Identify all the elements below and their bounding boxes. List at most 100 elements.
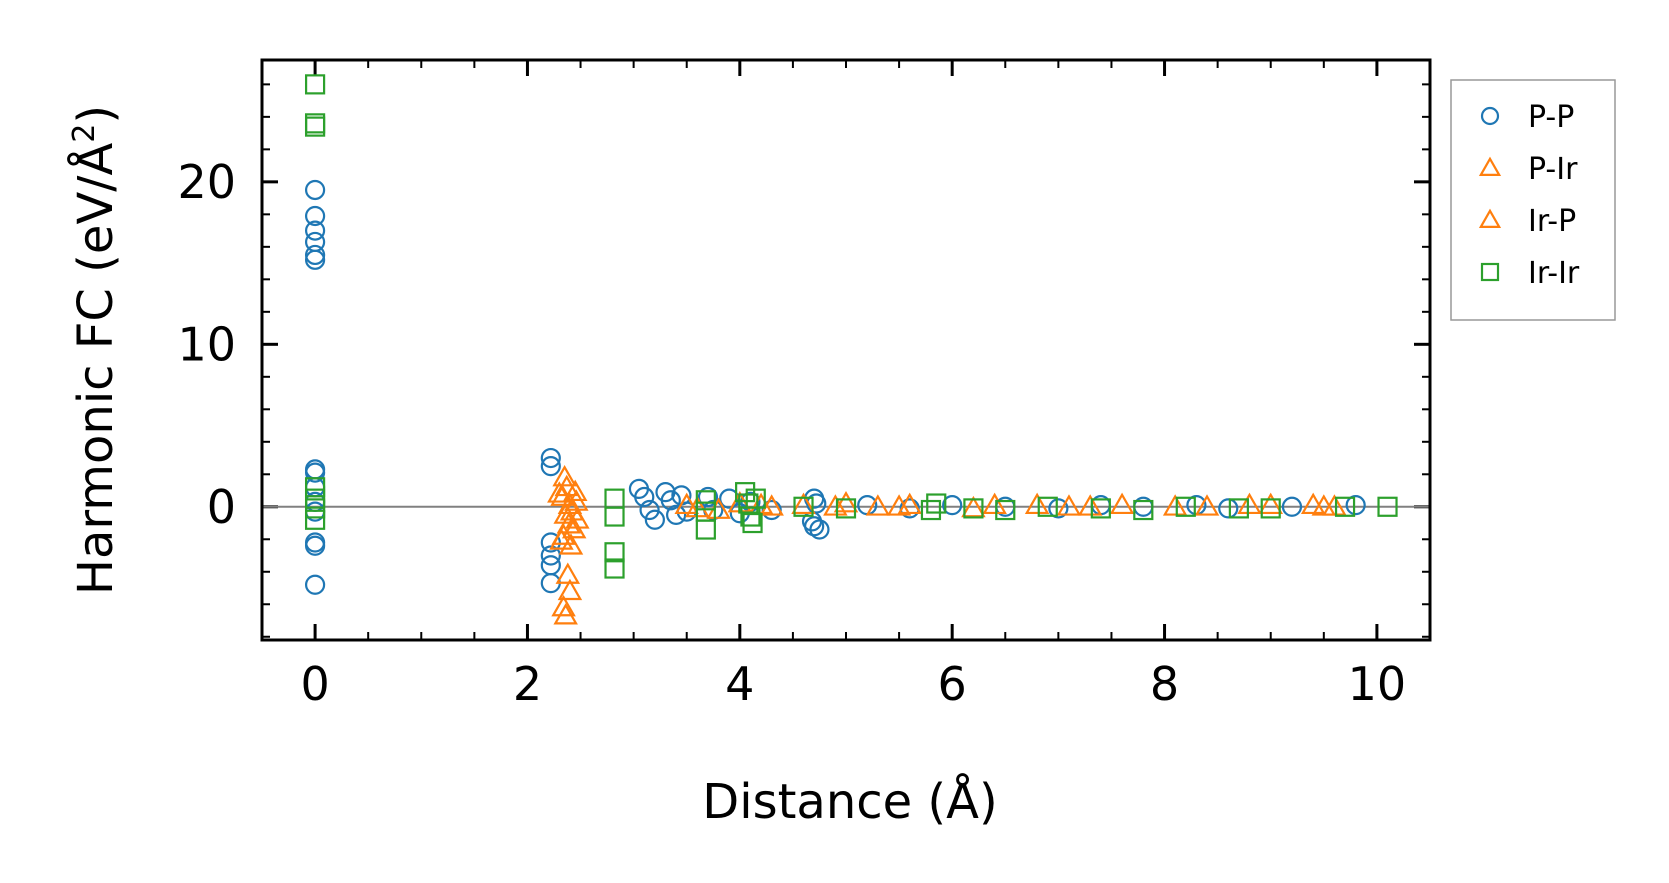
data-point-p-p	[660, 490, 681, 511]
data-point-p-p	[304, 244, 326, 266]
data-point-ir-ir	[304, 74, 326, 95]
data-point-p-p	[942, 495, 963, 516]
data-point-ir-ir	[742, 512, 763, 534]
data-point-ir-ir	[793, 496, 814, 517]
data-point-ir-ir	[735, 482, 756, 503]
series-ir-p	[547, 481, 1337, 550]
data-point-ir-ir	[1037, 496, 1058, 517]
data-point-ir-ir	[695, 490, 716, 511]
data-point-p-ir	[553, 502, 578, 524]
x-tick-label: 6	[938, 657, 967, 711]
x-tick-label: 10	[1348, 657, 1407, 711]
legend-label-p-ir: P-Ir	[1528, 152, 1578, 187]
data-point-p-ir	[552, 464, 577, 487]
legend-label-p-p: P-P	[1528, 100, 1574, 135]
data-point-p-ir	[557, 578, 583, 601]
data-point-p-ir	[961, 495, 986, 518]
x-tick-label: 4	[725, 657, 754, 711]
data-point-ir-p	[886, 494, 912, 516]
data-point-ir-ir	[926, 493, 947, 514]
legend-label-ir-ir: Ir-Ir	[1528, 256, 1580, 291]
data-point-p-p	[634, 486, 655, 508]
data-point-p-ir	[865, 494, 891, 516]
y-tick-label: 10	[177, 317, 236, 371]
data-point-ir-ir	[604, 542, 625, 563]
series-p-p	[304, 179, 1366, 595]
data-point-ir-ir	[1090, 498, 1111, 519]
data-point-ir-p	[823, 494, 848, 516]
data-markers	[304, 74, 1398, 625]
minor-ticks	[261, 60, 1431, 640]
legend: P-P P-Ir Ir-P Ir-Ir	[1450, 79, 1616, 321]
data-point-p-ir	[833, 490, 859, 513]
data-point-p-ir	[1237, 492, 1262, 515]
data-point-ir-p	[1077, 494, 1103, 516]
data-point-p-p	[1048, 498, 1069, 519]
data-point-ir-ir	[738, 493, 759, 514]
data-point-p-p	[666, 504, 687, 526]
data-point-ir-ir	[1334, 496, 1356, 517]
y-tick-label: 20	[177, 155, 236, 209]
plot-frame	[260, 58, 1432, 642]
data-point-p-p	[719, 488, 740, 509]
data-point-ir-ir	[604, 488, 625, 509]
data-point-ir-ir	[304, 509, 326, 530]
data-point-ir-p	[982, 492, 1007, 515]
series-ir-ir	[304, 74, 1398, 579]
legend-marker-ir-p	[1478, 208, 1502, 228]
data-point-ir-ir	[1377, 496, 1398, 517]
data-point-p-p	[304, 205, 326, 227]
data-point-ir-ir	[604, 506, 625, 527]
data-point-p-p	[540, 456, 561, 477]
data-point-p-ir	[1056, 494, 1082, 516]
data-point-p-ir	[556, 512, 582, 534]
data-point-ir-ir	[835, 498, 857, 519]
legend-marker-p-ir	[1478, 156, 1502, 176]
y-tick-labels: 0 10 20	[177, 155, 236, 534]
data-point-ir-p	[1194, 494, 1220, 516]
data-point-ir-ir	[1228, 498, 1249, 519]
data-point-p-p	[304, 179, 326, 201]
data-point-p-p	[304, 220, 326, 241]
legend-marker-ir-ir	[1480, 262, 1500, 282]
x-tick-label: 8	[1150, 657, 1179, 711]
data-point-p-ir	[553, 603, 578, 625]
data-point-ir-p	[549, 528, 574, 550]
data-point-ir-ir	[695, 519, 716, 540]
data-point-ir-p	[1258, 492, 1283, 515]
data-point-p-ir	[1322, 494, 1347, 516]
data-point-p-p	[697, 486, 719, 508]
y-axis-label-close: )	[68, 105, 124, 124]
y-axis-label: Harmonic FC (eV/Å2)	[67, 105, 124, 595]
data-point-ir-ir	[604, 558, 625, 579]
x-tick-labels: 0 2 4 6 8 10	[300, 657, 1406, 711]
data-point-p-ir	[551, 594, 576, 617]
data-point-p-p	[304, 249, 326, 270]
data-point-ir-ir	[1175, 496, 1196, 517]
data-point-p-p	[540, 447, 561, 469]
x-axis-label: Distance (Å)	[702, 773, 997, 830]
legend-marker-p-p	[1480, 106, 1500, 126]
y-axis-label-main: Harmonic FC (eV/Å	[67, 143, 124, 596]
x-tick-label: 2	[513, 657, 542, 711]
data-point-ir-ir	[963, 498, 984, 519]
data-point-p-p	[304, 462, 326, 483]
major-ticks	[262, 60, 1430, 640]
data-point-ir-p	[561, 516, 587, 539]
data-point-ir-ir	[920, 499, 942, 521]
legend-box	[1450, 79, 1616, 321]
data-point-p-p	[1281, 496, 1303, 517]
data-point-ir-ir	[1133, 499, 1154, 521]
data-point-ir-p	[748, 492, 774, 515]
data-point-p-ir	[674, 492, 699, 515]
data-point-p-p	[644, 509, 665, 530]
data-point-ir-p	[1311, 494, 1337, 516]
data-point-p-ir	[1024, 492, 1050, 515]
y-tick-label: 0	[207, 480, 236, 534]
data-point-ir-ir	[304, 498, 326, 519]
data-point-p-ir	[558, 533, 584, 555]
data-point-p-ir	[1162, 494, 1188, 516]
data-point-p-p	[1218, 498, 1239, 519]
data-point-ir-ir	[1260, 498, 1281, 519]
